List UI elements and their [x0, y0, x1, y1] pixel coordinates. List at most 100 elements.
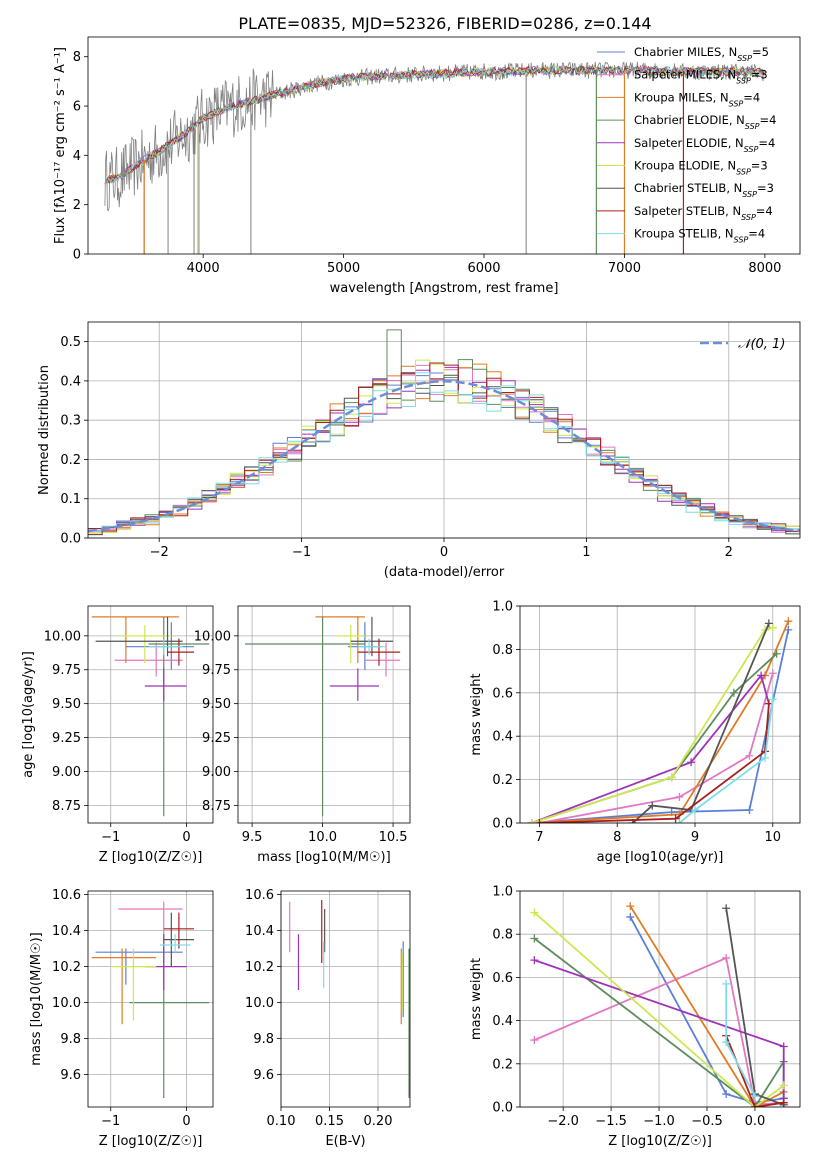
legend-label: Salpeter STELIB, NSSP=4 [634, 204, 773, 222]
marker-salpeter-stelib [779, 1098, 788, 1107]
x-tick-label: −1 [292, 545, 311, 560]
marker-kroupa-miles [626, 902, 635, 911]
x-tick-label: 7 [535, 830, 543, 845]
y-tick-label: 0.2 [60, 453, 81, 468]
y-axis-label: age [log10(age/yr)] [21, 651, 36, 778]
y-axis-label: Normed distribution [37, 365, 52, 495]
x-tick-label: 2 [725, 545, 733, 560]
y-tick-label: 8 [73, 50, 81, 65]
y-tick-label: 0.0 [492, 817, 513, 832]
marker-chabrier-stelib [648, 801, 657, 810]
marker-salpeter-miles [675, 792, 684, 801]
y-tick-label: 9.6 [253, 1068, 274, 1083]
x-tick-label: 0 [440, 545, 448, 560]
histogram-salpeter-stelib [88, 362, 800, 532]
marker-salpeter-elodie [530, 956, 539, 965]
series-kroupa-stelib [678, 699, 774, 823]
y-tick-label: 8.75 [202, 799, 231, 814]
marker-chabrier-elodie [530, 934, 539, 943]
series-kroupa-miles [629, 905, 785, 1107]
y-tick-label: 9.75 [52, 663, 81, 678]
y-tick-label: 10.4 [52, 924, 81, 939]
y-tick-label: 10.00 [44, 629, 81, 644]
series-salpeter-miles [539, 673, 774, 823]
axes-frame [519, 890, 801, 1108]
marker-kroupa-elodie [768, 623, 777, 632]
x-tick-label: 1 [582, 545, 590, 560]
y-tick-label: 1.0 [492, 600, 513, 615]
x-tick-label: 4000 [187, 261, 220, 276]
y-axis-label: mass weight [469, 673, 484, 755]
y-tick-label: 9.25 [202, 731, 231, 746]
x-axis-label: Z [log10(Z/Z☉)] [608, 1134, 712, 1149]
marker-chabrier-stelib [764, 619, 773, 628]
y-tick-label: 6 [73, 100, 81, 115]
marker-kroupa-stelib [750, 1092, 759, 1101]
series-kroupa-miles [531, 620, 790, 823]
model-kroupa-stelib [104, 65, 765, 185]
y-tick-label: 0.8 [492, 643, 513, 658]
series-salpeter-elodie [531, 673, 770, 823]
x-tick-label: 6000 [467, 261, 500, 276]
marker-salpeter-miles [745, 751, 754, 760]
x-tick-label: 10 [765, 830, 782, 845]
axes-spectrum: 4000 5000 6000 7000 8000 0 2 4 6 8 wavelength [Ang… [53, 36, 801, 296]
x-tick-label: 8 [613, 830, 621, 845]
plot-area [104, 61, 765, 254]
plot-area [91, 901, 210, 1098]
y-tick-label: 0.2 [492, 773, 513, 788]
marker-kroupa-stelib [761, 753, 769, 762]
legend-label: Chabrier ELODIE, NSSP=4 [634, 113, 776, 131]
x-tick-label: −2 [150, 545, 169, 560]
x-tick-label: 10.5 [379, 830, 408, 845]
axes-age-vs-Z: −1 0 8.75 9.00 9.25 9.50 9.75 10.00 Z [log10(Z/Z… [21, 605, 214, 865]
y-tick-label: 10.6 [245, 888, 274, 903]
x-tick-label: 10.0 [308, 830, 337, 845]
y-tick-label: 0.2 [492, 1057, 513, 1072]
x-tick-label: 5000 [327, 261, 360, 276]
marker-salpeter-stelib [671, 814, 680, 823]
axes-frame [237, 605, 411, 824]
legend: 𝒩(0, 1) [700, 337, 785, 352]
marker-chabrier-miles [784, 625, 793, 634]
x-tick-label: 9 [691, 830, 699, 845]
axes-frame [87, 605, 214, 824]
marker-chabrier-stelib [722, 904, 731, 913]
y-tick-label: 0.8 [492, 928, 513, 943]
normal-curve [88, 380, 800, 533]
y-tick-label: 9.00 [52, 765, 81, 780]
y-tick-label: 10.0 [245, 996, 274, 1011]
plot-area [88, 329, 800, 536]
axes-massweight-vs-age: 7 8 9 10 0.0 0.2 0.4 0.6 0.8 1.0 age [log10(age/yr… [469, 600, 801, 865]
y-tick-label: 0.1 [60, 492, 81, 507]
marker-kroupa-stelib [691, 805, 699, 814]
x-tick-label: 0 [182, 830, 190, 845]
marker-kroupa-miles [784, 617, 793, 626]
marker-salpeter-miles [530, 1036, 539, 1045]
x-tick-label: −1 [101, 830, 120, 845]
marker-salpeter-elodie [757, 671, 766, 680]
axes-frame [280, 890, 411, 1108]
plot-area [91, 616, 210, 817]
series-kroupa-elodie [533, 911, 785, 1107]
y-tick-label: 0.5 [60, 335, 81, 350]
marker-kroupa-elodie [527, 819, 536, 823]
y-tick-label: 10.2 [245, 960, 274, 975]
marker-salpeter-elodie [779, 1042, 788, 1051]
model-chabrier-stelib [104, 65, 765, 185]
legend-label: Chabrier MILES, NSSP=5 [634, 45, 769, 63]
y-tick-label: 10.0 [52, 996, 81, 1011]
x-axis-label: Z [log10(Z/Z☉)] [99, 850, 203, 865]
marker-chabrier-miles [626, 912, 635, 921]
legend-label: Kroupa MILES, NSSP=4 [634, 90, 760, 108]
y-tick-label: 1.0 [492, 885, 513, 900]
marker-kroupa-stelib [768, 695, 777, 704]
y-tick-label: 0.6 [492, 971, 513, 986]
legend-label: Kroupa STELIB, NSSP=4 [634, 227, 765, 245]
marker-kroupa-elodie [779, 1081, 788, 1090]
y-tick-label: 0.4 [60, 374, 81, 389]
x-tick-label: −1 [101, 1114, 120, 1129]
axes-frame [87, 321, 801, 539]
y-tick-label: 9.00 [202, 765, 231, 780]
